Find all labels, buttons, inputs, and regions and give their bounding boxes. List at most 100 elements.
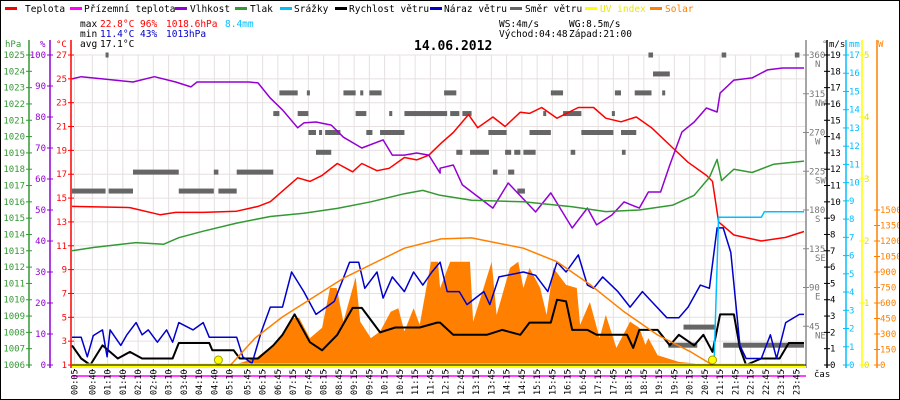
temperature-axis-label: 1 (62, 361, 67, 371)
wind-axis-label: 19 (830, 51, 841, 61)
direction-axis-label: 270 (809, 129, 825, 139)
wind-axis-label: 7 (830, 247, 835, 257)
legend-label: Teplota (25, 4, 65, 15)
wind-direction-mark (505, 149, 512, 155)
sunset-time: Západ:21:00 (569, 29, 632, 40)
legend-swatch (335, 7, 347, 10)
wind-direction-mark (178, 188, 214, 194)
wind-direction-mark (444, 90, 457, 96)
temperature-axis-label: 7 (62, 289, 67, 299)
wind-axis-label: 4 (830, 296, 835, 306)
x-axis-label: 03:40 (180, 369, 190, 395)
x-axis-label: 22:45 (762, 369, 772, 395)
x-axis-label: 07:15 (289, 369, 299, 395)
wind-direction-mark (380, 130, 405, 135)
pressure-axis-label: 1012 (3, 263, 25, 273)
solar-measured-fill (233, 261, 713, 365)
humidity-axis-label: 40 (35, 237, 46, 247)
stat-avg-label: avg (80, 39, 97, 50)
wind-axis-label: 8 (830, 230, 835, 240)
solar-axis-label: 1050 (880, 253, 899, 263)
wind-direction-mark (723, 342, 804, 348)
stat-max-temp: 22.8°C (100, 19, 134, 30)
x-axis-label: 07:45 (304, 369, 314, 395)
uv-axis-label: 2 (864, 237, 869, 247)
legend-label: Směr větru (525, 4, 582, 15)
direction-axis-label: 225 (809, 167, 825, 177)
wind-direction-mark (440, 111, 448, 117)
pressure-axis-label: 1023 (3, 84, 25, 94)
stat-max-pressure: 1018.6hPa (166, 19, 217, 30)
x-axis-label: 04:10 (195, 369, 205, 395)
direction-axis-dir-label: N (815, 60, 820, 70)
x-axis-label: 00:40 (88, 369, 98, 395)
wind-direction-mark (529, 130, 551, 135)
direction-axis-label: 315 (809, 90, 825, 100)
humidity-axis-label: 100 (30, 51, 46, 61)
wind-axis-label: 14 (830, 133, 841, 143)
humidity-axis-label: 50 (35, 206, 46, 216)
direction-axis-label: 90 (809, 284, 820, 294)
wind-direction-mark (508, 169, 515, 175)
wind-direction-mark (450, 111, 460, 117)
legend-item-wind-gust: Náraz větru (430, 4, 507, 15)
x-axis-label: 10:45 (396, 369, 406, 395)
direction-axis-dir-label: SE (815, 254, 826, 264)
direction-axis-unit: ° (822, 40, 827, 50)
stat-min-humidity: 43% (140, 29, 157, 40)
wind-axis-label: 11 (830, 182, 841, 192)
humidity-axis-label: 30 (35, 268, 46, 278)
x-axis-title: čas (814, 369, 830, 380)
wind-direction-mark (794, 52, 800, 58)
x-axis-label: 04:40 (210, 369, 220, 395)
wind-direction-mark (668, 342, 698, 348)
x-axis-label: 02:10 (134, 369, 144, 395)
pressure-axis-label: 1010 (3, 296, 25, 306)
x-axis-label: 12:15 (442, 369, 452, 395)
x-axis-label: 20:15 (686, 369, 696, 395)
x-axis-label: 23:15 (777, 369, 787, 395)
direction-axis-label: 180 (809, 206, 825, 216)
wind-direction-mark (108, 188, 133, 194)
legend: Teplota Přízemní teplota Vlhkost Tlak Sr… (5, 4, 694, 15)
pressure-axis-label: 1011 (3, 279, 25, 289)
solar-axis-unit: W (878, 40, 884, 50)
humidity-axis-unit: % (40, 40, 46, 50)
pressure-axis-label: 1022 (3, 100, 25, 110)
wind-direction-mark (213, 169, 219, 175)
temperature-axis-label: 21 (56, 123, 67, 133)
rain-axis-label: 12 (849, 142, 860, 152)
wind-direction-mark (273, 111, 280, 117)
wind-direction-mark (389, 111, 393, 117)
wind-direction-mark (360, 90, 364, 96)
solar-measured-area (233, 261, 713, 365)
axes: hPa1006100710081009101010111012101310141… (3, 40, 899, 371)
x-axis-label: 18:45 (640, 369, 650, 395)
stat-min-temp: 11.4°C (100, 29, 134, 40)
wind-axis-label: 0 (830, 361, 835, 371)
pressure-axis-label: 1021 (3, 116, 25, 126)
wind-direction-mark (72, 188, 106, 194)
wind-gust-max: WG:8.5m/s (569, 19, 620, 30)
chart-title: 14.06.2012 (414, 39, 492, 54)
x-axis-label: 16:45 (579, 369, 589, 395)
rain-axis-label: 10 (849, 179, 860, 189)
legend-swatch (235, 7, 247, 10)
wind-direction-mark (550, 90, 564, 96)
x-axis-label: 16:15 (564, 369, 574, 395)
legend-label: Tlak (250, 4, 273, 15)
legend-swatch (510, 7, 522, 10)
x-axis-label: 14:15 (503, 369, 513, 395)
humidity-axis-label: 80 (35, 113, 46, 123)
temperature-axis-label: 19 (56, 146, 67, 156)
humidity-axis-label: 0 (41, 361, 46, 371)
pressure-axis-label: 1009 (3, 312, 25, 322)
wind-axis-label: 2 (830, 328, 835, 338)
x-axis-label: 11:45 (426, 369, 436, 395)
rain-axis-label: 2 (849, 325, 854, 335)
humidity-axis-label: 20 (35, 299, 46, 309)
pressure-axis-label: 1017 (3, 182, 25, 192)
